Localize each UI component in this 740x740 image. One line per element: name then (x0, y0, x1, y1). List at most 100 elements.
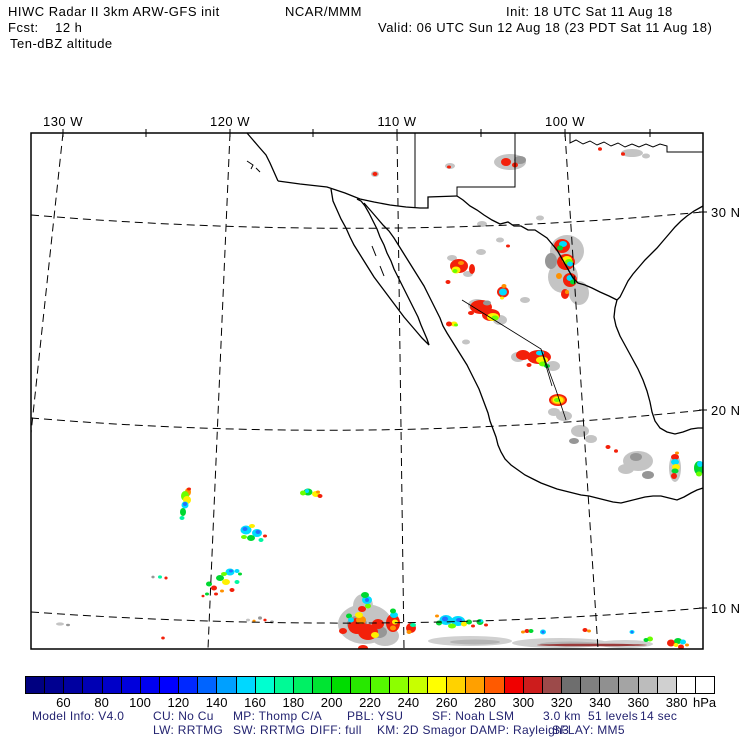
radar-cell-cluster (548, 394, 572, 421)
radar-blob (151, 575, 155, 579)
radar-blob (630, 630, 634, 634)
radar-blob (674, 638, 682, 644)
colorbar-tick-label: 380 (665, 695, 688, 710)
radar-blob (365, 598, 369, 602)
colorbar-cell (600, 677, 620, 693)
radar-blob (524, 629, 530, 633)
radar-blob (471, 624, 475, 628)
radar-blob (187, 487, 191, 491)
radar-blob (447, 255, 457, 261)
map-detail-path (246, 160, 254, 170)
radar-blob (673, 643, 679, 647)
radar-blob (642, 153, 650, 159)
colorbar-cell (657, 677, 677, 693)
colorbar-cell (217, 677, 237, 693)
meridian-line (396, 132, 405, 650)
radar-blob (435, 614, 439, 618)
radar-blob (671, 454, 679, 460)
meridian-line (30, 132, 64, 434)
footer-sflay: SFLAY: MM5 (552, 723, 625, 737)
radar-blob (372, 619, 384, 629)
radar-blob (569, 281, 589, 305)
radar-blob (647, 636, 653, 642)
colorbar-cell (542, 677, 562, 693)
coastline-path (246, 132, 279, 182)
radar-blob (501, 284, 507, 288)
radar-blob (469, 264, 475, 274)
radar-blob (241, 535, 247, 539)
radar-blob (446, 321, 452, 327)
colorbar-cell (581, 677, 601, 693)
colorbar-tick-label: 200 (320, 695, 343, 710)
radar-blob (221, 572, 227, 576)
colorbar-cell (370, 677, 390, 693)
radar-blob (442, 616, 448, 622)
radar-cell-cluster (694, 461, 703, 477)
radar-blob (598, 147, 602, 151)
colorbar-tick-label: 340 (589, 695, 611, 710)
radar-blob (392, 619, 398, 625)
radar-blob (229, 569, 233, 573)
radar-cell-cluster (511, 350, 560, 371)
radar-blob (545, 253, 557, 269)
radar-blob (461, 621, 467, 627)
radar-cell-cluster (406, 623, 416, 634)
radar-blob (571, 425, 589, 437)
radar-blob (211, 585, 217, 591)
radar-cell-cluster (201, 592, 209, 598)
colorbar-cell (255, 677, 275, 693)
radar-blob (621, 149, 643, 157)
radar-blob (358, 645, 368, 649)
lat-label: 20 N (711, 403, 740, 418)
radar-blob (496, 237, 504, 243)
colorbar-cell (45, 677, 65, 693)
radar-blob (361, 592, 369, 598)
radar-blob (582, 628, 588, 632)
radar-cell-cluster (477, 221, 487, 227)
radar-blob (355, 612, 363, 618)
radar-cell-cluster (494, 154, 526, 170)
radar-cell-cluster (446, 321, 458, 327)
radar-blob (678, 644, 684, 649)
radar-cell-cluster (545, 235, 589, 305)
radar-cell-cluster (496, 237, 510, 248)
radar-blob (500, 296, 504, 300)
radar-blob (697, 461, 703, 467)
radar-blob (557, 245, 563, 251)
footer-sw: SW: RRTMG (233, 723, 306, 737)
colorbar-tick-label: 160 (244, 695, 266, 710)
radar-blob (614, 449, 618, 453)
colorbar-cell (485, 677, 505, 693)
radar-cell-cluster (667, 638, 689, 649)
colorbar (25, 676, 715, 694)
parallel-line (30, 607, 704, 624)
colorbar-cell (198, 677, 218, 693)
radar-cell-cluster (621, 149, 650, 159)
radar-cell-cluster (520, 297, 530, 303)
radar-cell-cluster (300, 488, 323, 498)
radar-cell-cluster (468, 299, 507, 325)
lat-label: 10 N (711, 601, 740, 616)
radar-cell-cluster (462, 339, 470, 345)
colorbar-cell (408, 677, 428, 693)
lon-label: 110 W (377, 114, 417, 129)
radar-blob (201, 594, 205, 598)
radar-cell-cluster (476, 619, 488, 627)
colorbar-cell (83, 677, 103, 693)
radar-blob (585, 435, 597, 443)
colorbar-cell (504, 677, 524, 693)
colorbar-tick-label: 120 (167, 695, 190, 710)
radar-blob (317, 494, 323, 498)
footer-grid: 3.0 km (543, 709, 581, 723)
radar-blob (316, 490, 320, 494)
coastline-path (613, 205, 704, 435)
graticule-layer (30, 132, 704, 650)
radar-blob (462, 339, 470, 345)
radar-blob (569, 438, 579, 444)
parallel-line (30, 211, 704, 229)
radar-cell-cluster (56, 622, 70, 627)
footer-model-info: Model Info: V4.0 (32, 709, 125, 723)
radar-blob (234, 580, 240, 584)
radar-blob (346, 613, 352, 619)
footer-km: KM: 2D Smagor DAMP: Rayleigh3 (377, 723, 570, 737)
